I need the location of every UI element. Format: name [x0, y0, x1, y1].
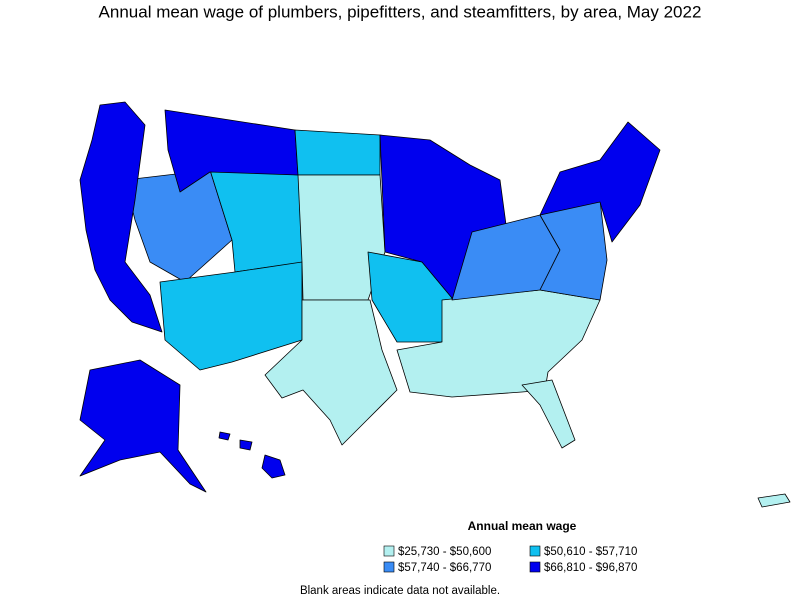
legend-label: $57,740 - $66,770 — [398, 562, 491, 574]
footnote: Blank areas indicate data not available. — [300, 585, 500, 597]
legend: $25,730 - $50,600 $50,610 - $57,710 $57,74… — [383, 545, 637, 574]
legend-label: $50,610 - $57,710 — [544, 546, 637, 558]
northeast — [539, 121, 661, 243]
alaska — [79, 359, 207, 493]
hawaii — [239, 439, 253, 451]
legend-swatch — [529, 545, 541, 557]
legend-swatch — [383, 545, 395, 557]
legend-title: Annual mean wage — [468, 519, 577, 533]
florida — [521, 379, 576, 449]
legend-swatch — [529, 561, 541, 573]
hawaii — [261, 454, 286, 479]
hawaii — [218, 431, 231, 441]
map-title: Annual mean wage of plumbers, pipefitter… — [99, 2, 702, 21]
legend-label: $66,810 - $96,870 — [544, 562, 637, 574]
northern-plains — [294, 129, 381, 176]
legend-label: $25,730 - $50,600 — [398, 546, 491, 558]
us-map — [79, 101, 791, 508]
puerto-rico — [757, 493, 791, 508]
texas — [264, 299, 398, 446]
southwest — [159, 261, 303, 371]
pacific-coast — [79, 101, 163, 333]
legend-swatch — [383, 561, 395, 573]
